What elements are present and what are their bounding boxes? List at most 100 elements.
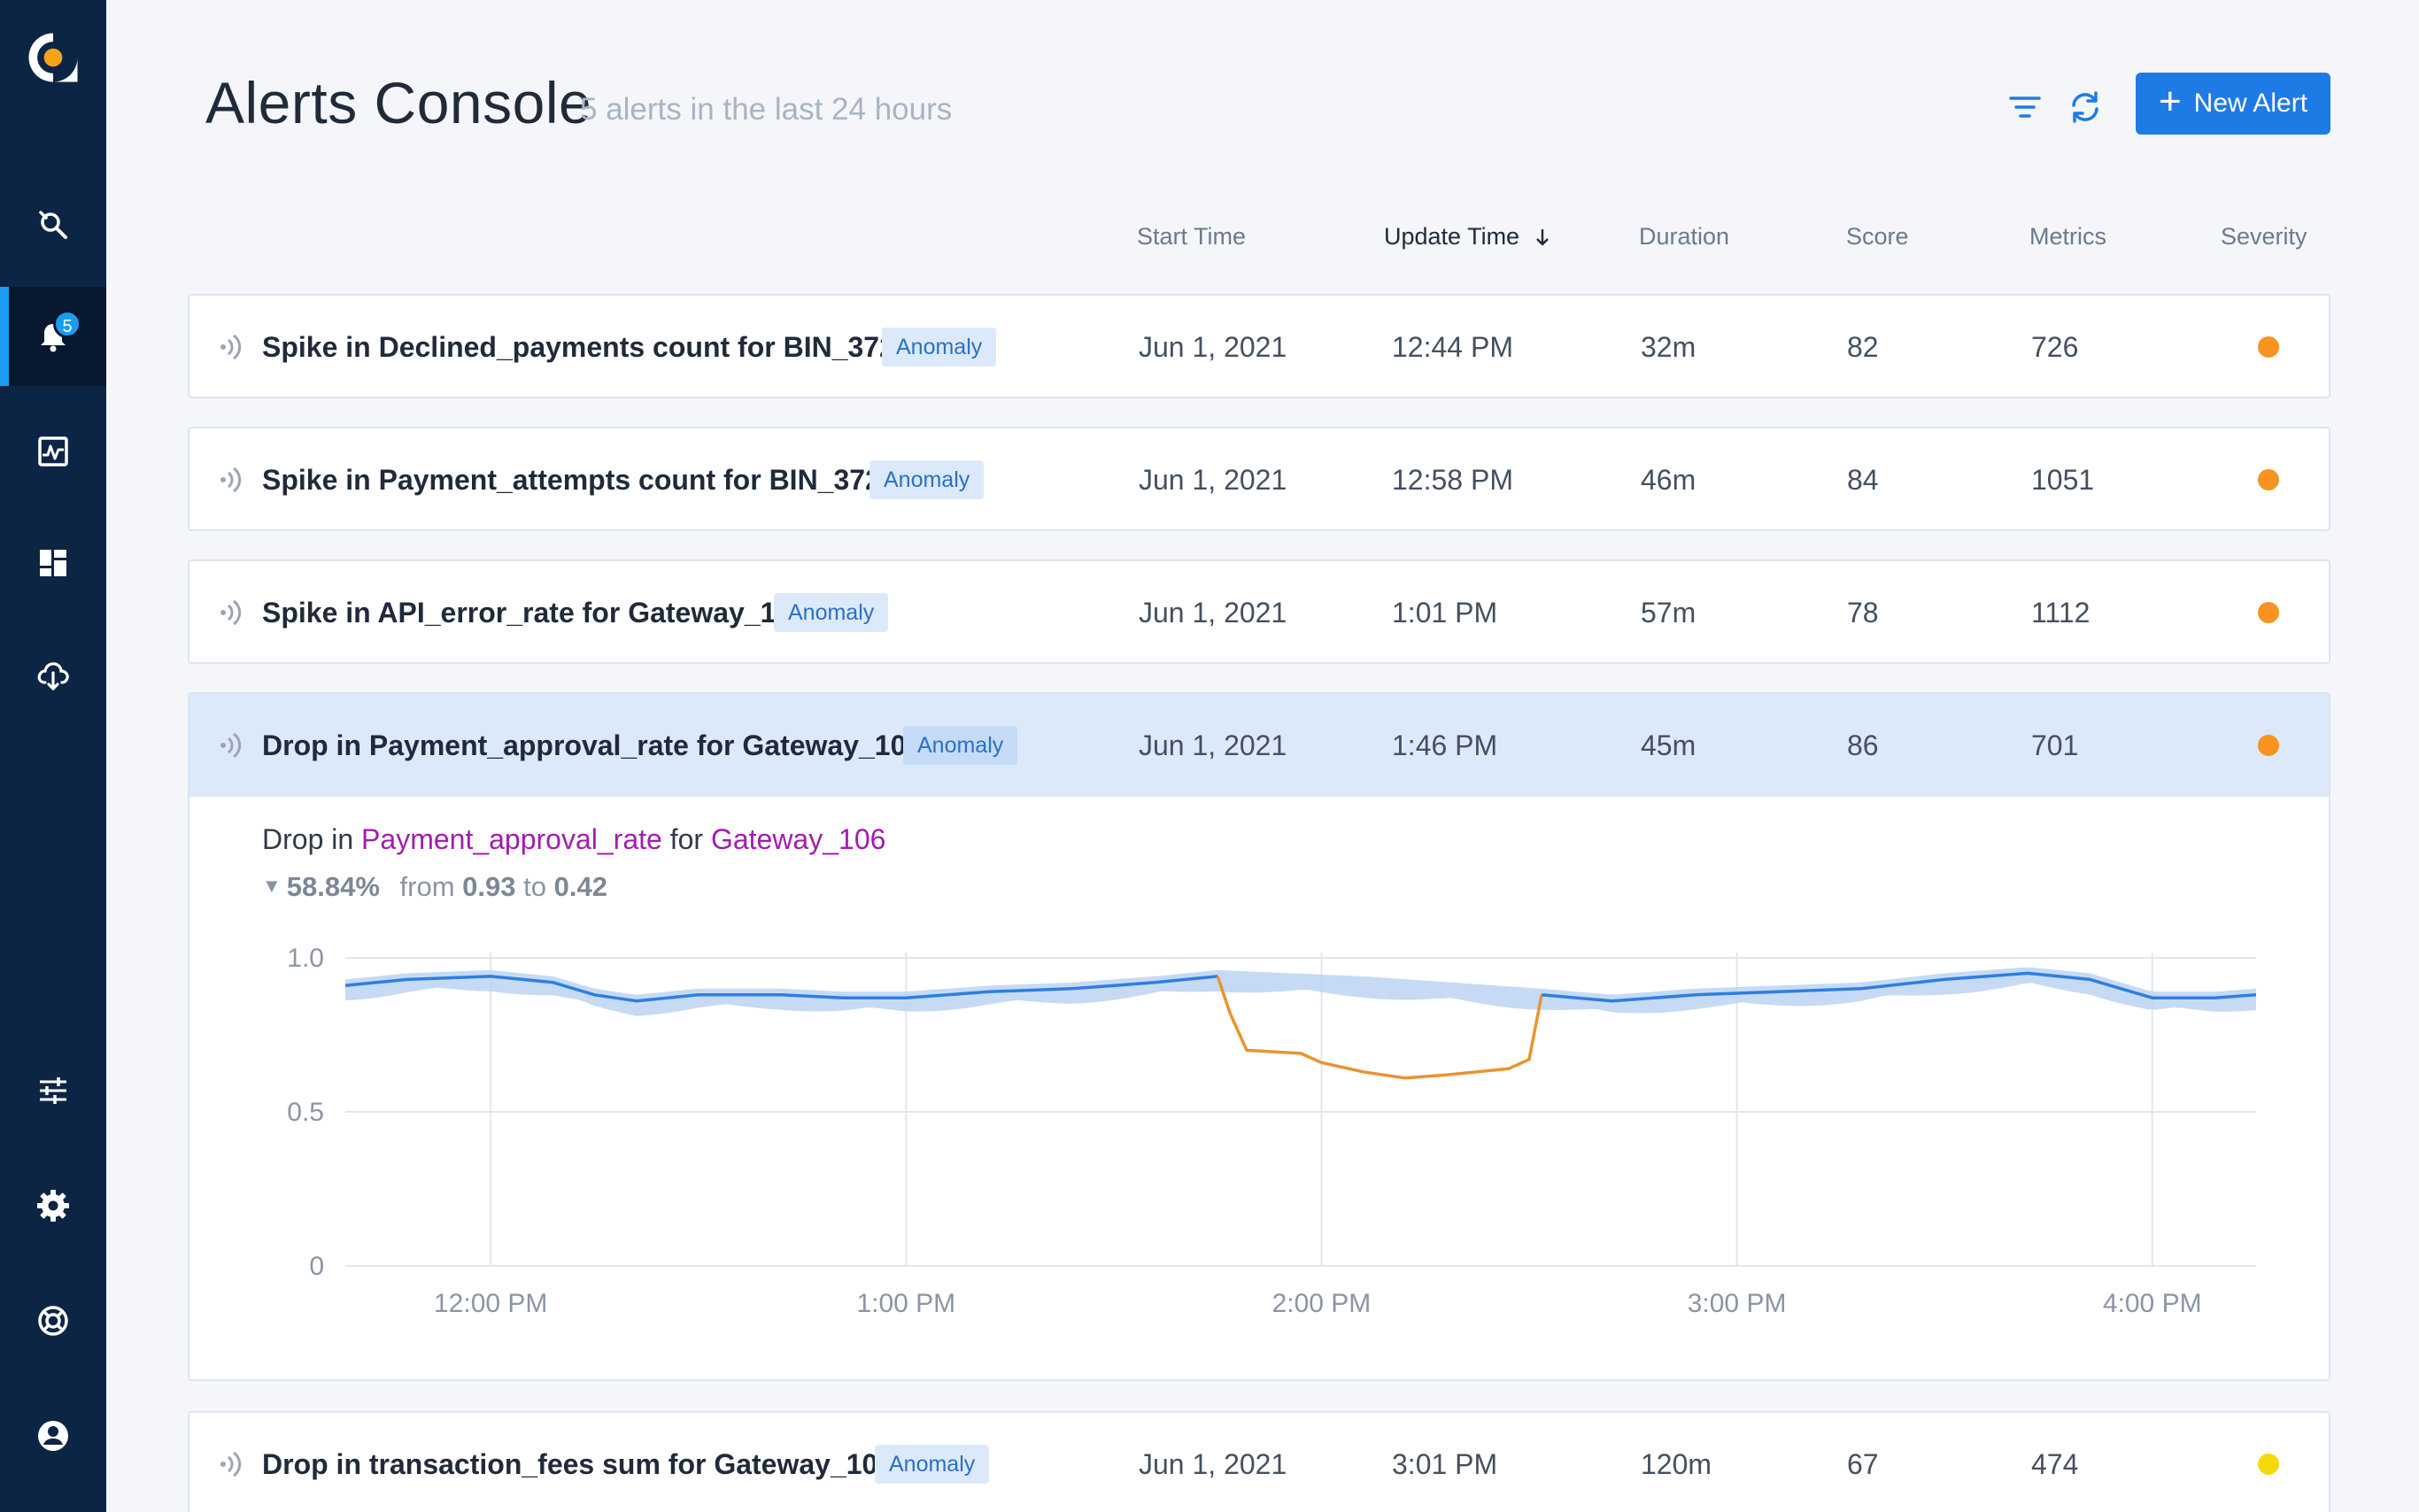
column-header-update-time-label: Update Time bbox=[1384, 223, 1520, 250]
alert-metrics-count: 474 bbox=[2031, 1448, 2079, 1480]
alert-start-time: Jun 1, 2021 bbox=[1139, 331, 1287, 363]
detail-metric-link[interactable]: Payment_approval_rate bbox=[361, 823, 662, 855]
alert-score: 67 bbox=[1847, 1448, 1879, 1480]
alert-title: Drop in Payment_approval_rate for Gatewa… bbox=[262, 729, 923, 761]
alert-title: Spike in Payment_attempts count for BIN_… bbox=[262, 464, 881, 496]
x-tick-label: 4:00 PM bbox=[2103, 1289, 2202, 1318]
cloud-download-icon bbox=[37, 662, 69, 690]
alert-metrics-count: 701 bbox=[2031, 729, 2079, 761]
x-tick-label: 12:00 PM bbox=[434, 1289, 547, 1318]
alert-update-time: 12:58 PM bbox=[1392, 464, 1513, 496]
sidebar-item-support[interactable] bbox=[0, 1271, 106, 1370]
alert-detail-panel: Drop in Payment_approval_rate for Gatewa… bbox=[188, 797, 2330, 1381]
severity-indicator bbox=[2258, 602, 2279, 623]
normal-series-line bbox=[344, 975, 1218, 1003]
sidebar-item-dashboards[interactable] bbox=[0, 513, 106, 613]
alert-row[interactable]: Spike in Declined_payments count for BIN… bbox=[188, 294, 2330, 398]
alert-row[interactable]: Spike in Payment_attempts count for BIN_… bbox=[188, 427, 2330, 531]
alert-type-badge: Anomaly bbox=[869, 460, 985, 499]
alert-metrics-count: 726 bbox=[2031, 331, 2079, 363]
x-tick-label: 1:00 PM bbox=[856, 1289, 955, 1318]
signal-icon bbox=[214, 728, 250, 763]
alert-type-badge: Anomaly bbox=[903, 726, 1018, 765]
signal-icon bbox=[214, 595, 250, 630]
alert-title: Spike in API_error_rate for Gateway_106 bbox=[262, 597, 808, 629]
sidebar-item-explore[interactable] bbox=[0, 175, 106, 274]
alert-duration: 46m bbox=[1641, 464, 1696, 496]
alert-change-summary: ▼ 58.84% from 0.93 to 0.42 bbox=[262, 871, 607, 903]
alert-score: 86 bbox=[1847, 729, 1879, 761]
alert-row-expanded[interactable]: Drop in Payment_approval_rate for Gatewa… bbox=[188, 692, 2330, 797]
x-tick-label: 3:00 PM bbox=[1688, 1289, 1787, 1318]
alert-start-time: Jun 1, 2021 bbox=[1139, 464, 1287, 496]
column-header-update-time[interactable]: Update Time bbox=[1384, 223, 1551, 251]
search-icon bbox=[39, 211, 67, 239]
alert-detail-title: Drop in Payment_approval_rate for Gatewa… bbox=[262, 823, 885, 856]
sidebar-item-profile[interactable] bbox=[0, 1386, 106, 1485]
change-percentage: 58.84% bbox=[286, 871, 380, 902]
alert-type-badge: Anomaly bbox=[875, 1445, 990, 1484]
alert-start-time: Jun 1, 2021 bbox=[1139, 729, 1287, 761]
refresh-icon bbox=[2072, 91, 2098, 123]
y-tick-label: 1.0 bbox=[287, 944, 324, 973]
user-icon bbox=[38, 1421, 68, 1451]
alert-metrics-count: 1112 bbox=[2031, 597, 2091, 629]
alert-start-time: Jun 1, 2021 bbox=[1139, 1448, 1287, 1480]
to-label: to bbox=[523, 871, 546, 902]
from-label: from bbox=[399, 871, 455, 902]
page-title: Alerts Console bbox=[205, 70, 592, 135]
caret-down-icon: ▼ bbox=[262, 875, 282, 897]
refresh-button[interactable] bbox=[2063, 85, 2107, 129]
detail-prefix: Drop in bbox=[262, 823, 354, 855]
alert-update-time: 1:46 PM bbox=[1392, 729, 1498, 761]
normal-series-line bbox=[1541, 971, 2257, 1003]
filter-icon bbox=[2009, 96, 2041, 118]
alert-start-time: Jun 1, 2021 bbox=[1139, 597, 1287, 629]
alert-row[interactable]: Drop in transaction_fees sum for Gateway… bbox=[188, 1411, 2330, 1512]
sidebar-item-settings[interactable] bbox=[0, 1156, 106, 1255]
new-alert-button[interactable]: + New Alert bbox=[2136, 73, 2330, 135]
alert-score: 78 bbox=[1847, 597, 1879, 629]
expected-range-band bbox=[345, 967, 2256, 1016]
severity-indicator bbox=[2258, 735, 2279, 756]
column-header-score[interactable]: Score bbox=[1846, 223, 1909, 250]
alert-type-badge: Anomaly bbox=[774, 593, 889, 632]
alert-duration: 120m bbox=[1641, 1448, 1712, 1480]
severity-indicator bbox=[2258, 1454, 2279, 1475]
alert-row[interactable]: Spike in API_error_rate for Gateway_106 … bbox=[188, 559, 2330, 664]
alert-update-time: 3:01 PM bbox=[1392, 1448, 1498, 1480]
detail-entity-link[interactable]: Gateway_106 bbox=[710, 823, 886, 855]
from-value: 0.93 bbox=[462, 871, 516, 902]
column-header-duration[interactable]: Duration bbox=[1639, 223, 1730, 250]
to-value: 0.42 bbox=[553, 871, 607, 902]
gear-icon bbox=[37, 1190, 69, 1222]
app-logo[interactable] bbox=[0, 9, 106, 106]
lifebuoy-icon bbox=[38, 1306, 68, 1336]
severity-indicator bbox=[2258, 336, 2279, 358]
filter-button[interactable] bbox=[2003, 85, 2047, 129]
sidebar: 5 bbox=[0, 0, 106, 1512]
alert-duration: 45m bbox=[1641, 729, 1696, 761]
column-header-start-time[interactable]: Start Time bbox=[1137, 223, 1247, 250]
sidebar-item-data-sources[interactable] bbox=[0, 625, 106, 724]
detail-joiner: for bbox=[669, 823, 704, 855]
column-header-severity[interactable]: Severity bbox=[2221, 223, 2307, 250]
alert-duration: 57m bbox=[1641, 597, 1696, 629]
alert-title: Spike in Declined_payments count for BIN… bbox=[262, 331, 895, 363]
alert-score: 84 bbox=[1847, 464, 1879, 496]
sidebar-item-alerts[interactable]: 5 bbox=[0, 287, 106, 386]
alert-count-badge: 5 bbox=[53, 310, 81, 338]
sidebar-item-metrics[interactable] bbox=[0, 402, 106, 501]
anomaly-series-line bbox=[1216, 976, 1543, 1080]
alert-duration: 32m bbox=[1641, 331, 1696, 363]
alert-type-badge: Anomaly bbox=[882, 328, 997, 366]
y-tick-label: 0.5 bbox=[287, 1098, 324, 1127]
y-tick-label: 0 bbox=[309, 1252, 324, 1281]
dashboard-icon bbox=[40, 550, 66, 576]
alert-title: Drop in transaction_fees sum for Gateway… bbox=[262, 1448, 894, 1480]
logo-icon bbox=[28, 33, 78, 82]
plus-icon: + bbox=[2158, 80, 2182, 123]
column-header-metrics[interactable]: Metrics bbox=[2029, 223, 2106, 250]
sidebar-item-configuration[interactable] bbox=[0, 1041, 106, 1140]
sort-descending-icon bbox=[1535, 229, 1549, 246]
